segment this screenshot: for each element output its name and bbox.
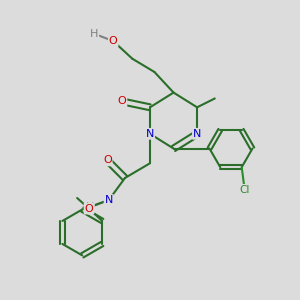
Text: N: N: [146, 129, 154, 139]
Text: O: O: [118, 96, 126, 106]
Text: O: O: [85, 204, 93, 214]
Text: H: H: [90, 29, 98, 39]
Text: Cl: Cl: [239, 185, 249, 195]
Text: O: O: [109, 36, 118, 46]
Text: O: O: [103, 155, 112, 165]
Text: N: N: [193, 129, 201, 139]
Text: N: N: [105, 195, 113, 205]
Text: H: H: [85, 202, 94, 212]
